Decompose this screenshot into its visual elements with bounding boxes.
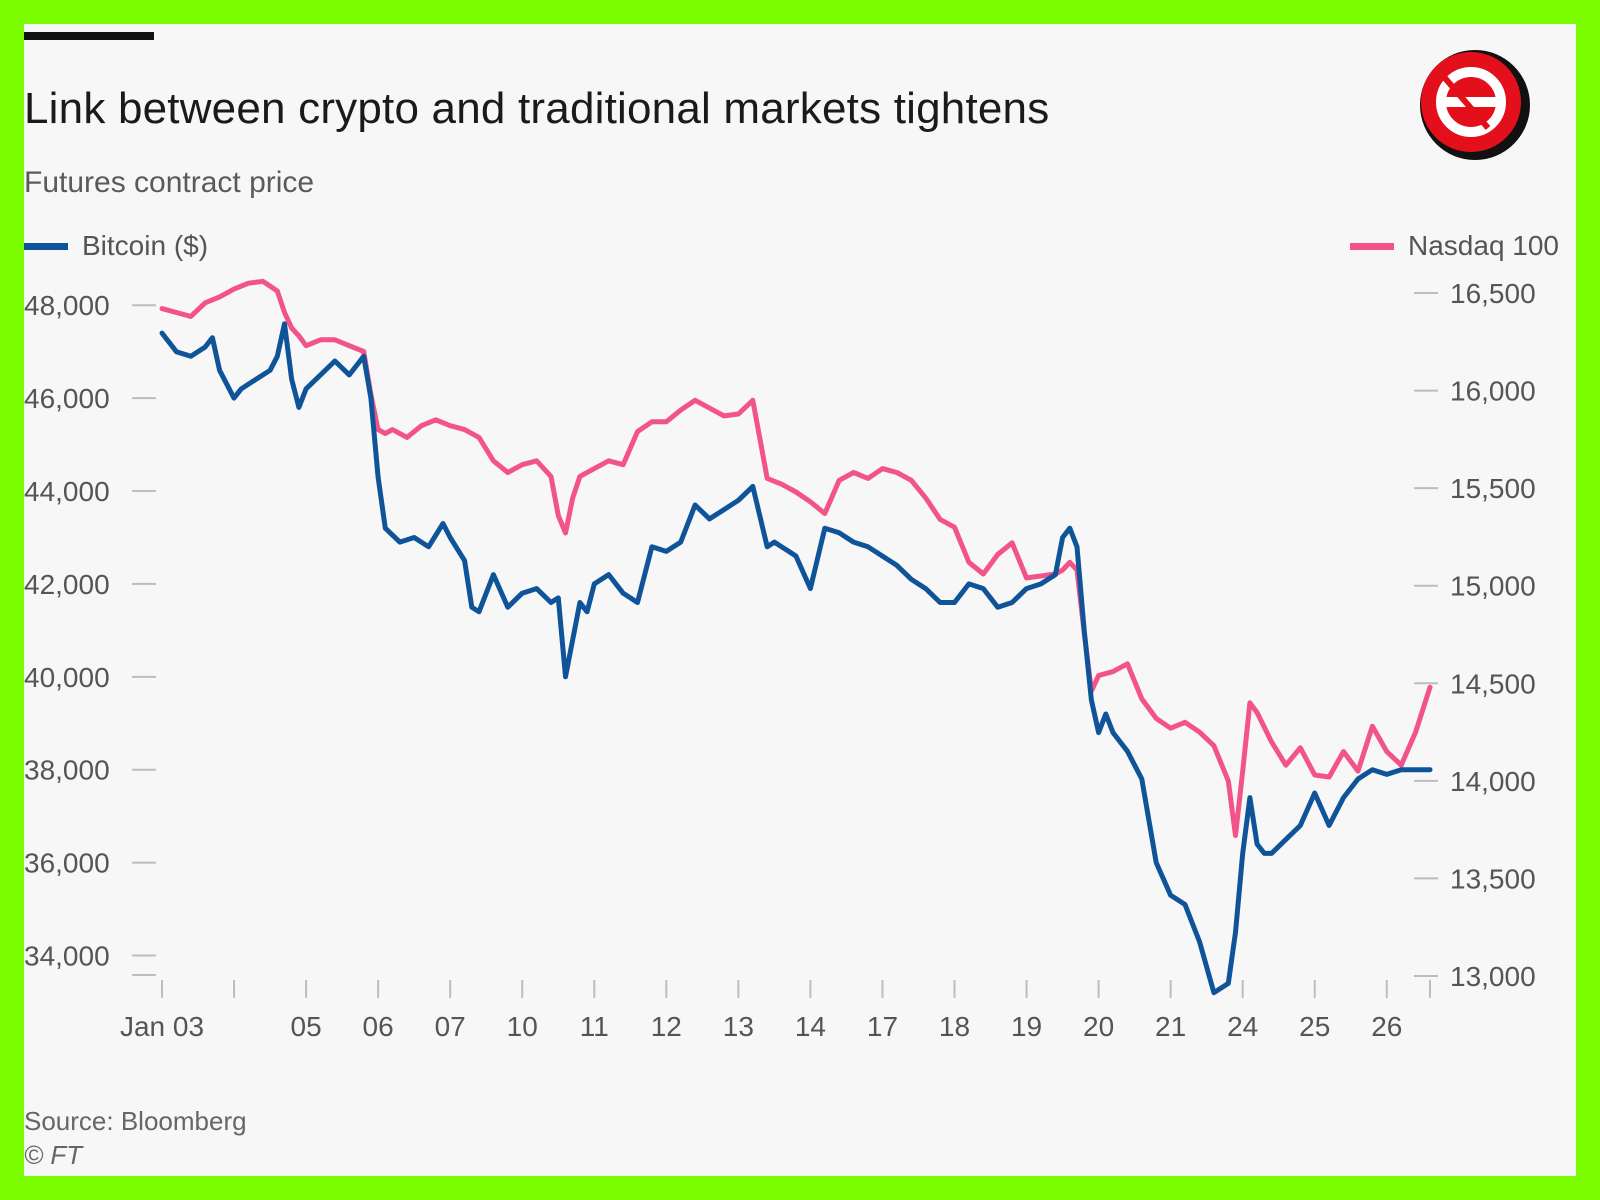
right-axis-tick-label: 16,500 (1450, 278, 1536, 309)
left-axis-tick-label: 46,000 (24, 383, 110, 414)
chart-frame: Link between crypto and traditional mark… (24, 24, 1576, 1176)
x-axis-tick-label: 05 (291, 1011, 322, 1042)
right-axis-tick-label: 13,000 (1450, 961, 1536, 992)
x-axis-tick-label: 10 (507, 1011, 538, 1042)
right-axis-tick-label: 15,000 (1450, 571, 1536, 602)
right-axis-tick-label: 13,500 (1450, 863, 1536, 894)
left-axis-tick-label: 38,000 (24, 755, 110, 786)
brand-e-logo-icon (1420, 50, 1530, 160)
series-line-bitcoin (159, 321, 1433, 996)
copyright-note: © FT (24, 1140, 83, 1170)
right-axis-tick-label: 14,000 (1450, 766, 1536, 797)
source-note: Source: Bloomberg (24, 1106, 247, 1136)
legend-swatch-bitcoin (24, 242, 68, 250)
right-axis-tick-label: 14,500 (1450, 668, 1536, 699)
left-axis-tick-label: 36,000 (24, 848, 110, 879)
x-axis-tick-label: 14 (795, 1011, 826, 1042)
x-axis-tick-label: 25 (1299, 1011, 1330, 1042)
x-axis-tick-label: Jan 03 (120, 1011, 204, 1042)
legend-swatch-nasdaq (1350, 242, 1394, 250)
x-axis-tick-label: 07 (435, 1011, 466, 1042)
left-axis-tick-label: 44,000 (24, 476, 110, 507)
left-axis-tick-label: 40,000 (24, 662, 110, 693)
legend-item-bitcoin: Bitcoin ($) (24, 230, 208, 262)
x-axis-tick-label: 26 (1371, 1011, 1402, 1042)
x-axis-tick-label: 06 (363, 1011, 394, 1042)
x-axis-tick-label: 24 (1227, 1011, 1258, 1042)
chart-title: Link between crypto and traditional mark… (24, 84, 1050, 133)
left-axis-tick-label: 42,000 (24, 569, 110, 600)
legend-label-bitcoin: Bitcoin ($) (82, 230, 209, 261)
x-axis-tick-label: 18 (939, 1011, 970, 1042)
header-rule (24, 32, 154, 40)
right-axis-tick-label: 15,500 (1450, 473, 1536, 504)
x-axis-tick-label: 11 (580, 1011, 609, 1042)
x-axis-tick-label: 13 (723, 1011, 754, 1042)
chart-subtitle: Futures contract price (24, 166, 315, 199)
left-axis-tick-label: 48,000 (24, 290, 110, 321)
chart-plot: 48,000 46,000 44,000 42,000 40,000 38,000 36,0… (24, 278, 1536, 1042)
right-axis-tick-label: 16,000 (1450, 376, 1536, 407)
x-axis-tick-label: 19 (1011, 1011, 1042, 1042)
x-axis-tick-label: 12 (651, 1011, 682, 1042)
left-axis-tick-label: 34,000 (24, 941, 110, 972)
legend-item-nasdaq: Nasdaq 100 (1350, 230, 1559, 262)
legend-label-nasdaq: Nasdaq 100 (1408, 230, 1560, 261)
x-axis-tick-label: 20 (1083, 1011, 1114, 1042)
x-axis-tick-label: 17 (867, 1011, 898, 1042)
x-axis-tick-label: 21 (1155, 1011, 1186, 1042)
